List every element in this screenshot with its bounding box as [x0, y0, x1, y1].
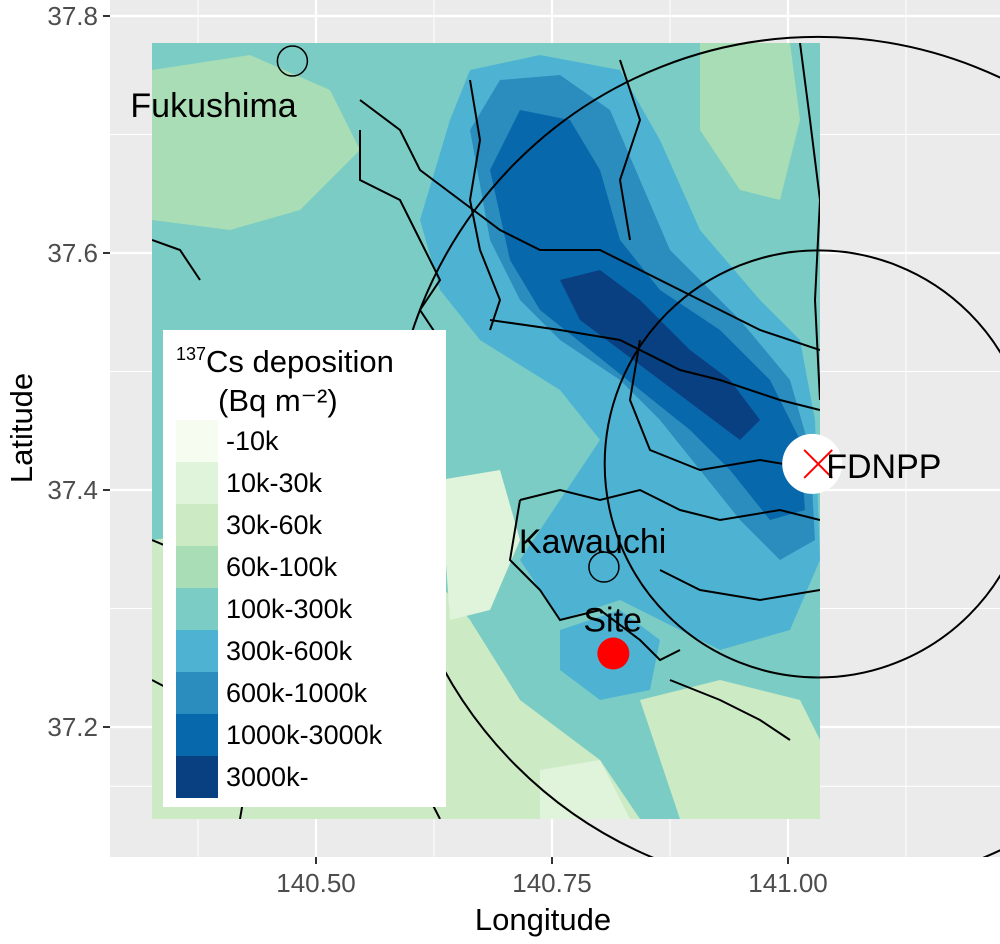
legend-title-main: Cs deposition	[206, 344, 394, 379]
boundary-line	[152, 239, 201, 281]
deposition-zone-60k-100k-west	[152, 55, 360, 230]
deposition-zone-30k-60k-south	[640, 680, 820, 819]
legend-items: -10k 10k-30k 30k-60k 60k-100k 100k-300k 300k-…	[176, 420, 383, 798]
legend-swatch	[176, 588, 218, 630]
ring-20km	[603, 249, 1000, 679]
legend-swatch	[176, 756, 218, 798]
boundary-line	[799, 43, 820, 401]
legend-swatch	[176, 420, 218, 462]
boundary-line	[508, 499, 681, 662]
legend: 137Cs deposition (Bq m⁻²) -10k 10k-30k 30k…	[163, 330, 446, 807]
x-tick-label: 140.50	[276, 868, 356, 898]
y-axis-title: Latitude	[4, 373, 39, 483]
legend-swatch	[176, 714, 218, 756]
y-tick-label: 37.2	[47, 712, 98, 742]
legend-title-superscript: 137	[176, 344, 206, 364]
y-tick-label: 37.4	[47, 475, 98, 505]
fukushima-label: Fukushima	[130, 87, 296, 125]
fdnpp-marker-background	[782, 433, 843, 494]
boundary-line	[489, 319, 820, 411]
deposition-zone-10k-30k	[440, 470, 520, 620]
boundary-line	[669, 679, 791, 741]
x-tick-label: 141.00	[748, 868, 828, 898]
deposition-zone-60k-100k-east	[700, 43, 800, 200]
legend-label: 100k-300k	[226, 594, 353, 624]
legend-label: -10k	[226, 426, 279, 456]
boundary-line	[359, 99, 820, 351]
fukushima-marker	[276, 45, 309, 77]
legend-title-line1: 137Cs deposition	[176, 344, 394, 379]
site-label: Site	[583, 602, 642, 640]
legend-swatch	[176, 462, 218, 504]
legend-label: 1000k-3000k	[226, 720, 383, 750]
legend-swatch	[176, 630, 218, 672]
kawauchi-label: Kawauchi	[519, 523, 666, 561]
y-tick-label: 37.6	[47, 238, 98, 268]
deposition-zone-10k-30k-south	[540, 760, 630, 819]
legend-swatch	[176, 546, 218, 588]
x-axis: 140.50 140.75 141.00	[276, 857, 828, 898]
legend-label: 60k-100k	[226, 552, 338, 582]
kawauchi-marker	[588, 551, 620, 583]
deposition-zone-3000k	[560, 270, 760, 440]
legend-label: 300k-600k	[226, 636, 353, 666]
legend-swatch	[176, 504, 218, 546]
site-marker	[597, 637, 630, 670]
fdnpp-cross-icon	[803, 449, 833, 479]
legend-swatch	[176, 672, 218, 714]
boundary-line	[519, 488, 820, 522]
legend-label: 30k-60k	[226, 510, 323, 540]
x-axis-title: Longitude	[475, 902, 611, 937]
x-tick-label: 140.75	[512, 868, 592, 898]
boundary-line	[628, 339, 820, 472]
legend-title-line2: (Bq m⁻²)	[218, 383, 338, 418]
boundary-line	[659, 569, 820, 602]
boundary-line	[618, 59, 642, 241]
y-axis: 37.8 37.6 37.4 37.2	[47, 1, 110, 742]
y-tick-label: 37.8	[47, 1, 98, 31]
legend-label: 3000k-	[226, 762, 309, 792]
legend-label: 600k-1000k	[226, 678, 368, 708]
fdnpp-label: FDNPP	[826, 448, 941, 486]
legend-label: 10k-30k	[226, 468, 323, 498]
boundary-line	[468, 79, 502, 331]
